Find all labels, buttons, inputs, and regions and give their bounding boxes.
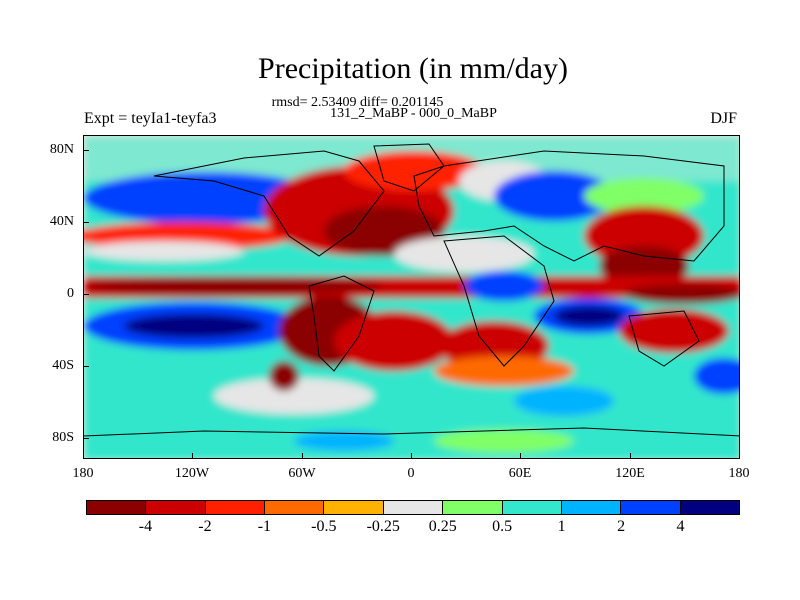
colorbar-label-0: -4: [138, 518, 153, 535]
experiment-label: Expt = teyIa1-teyfa3: [84, 110, 217, 127]
x-label-180w: 180: [72, 466, 94, 481]
map-field: [84, 136, 739, 458]
colorbar-label-2: -1: [257, 518, 272, 535]
colorbar-swatch-8: [561, 501, 622, 514]
x-tick-0: [411, 453, 412, 459]
y-label-0: 0: [67, 286, 74, 301]
x-tick-60e: [520, 453, 521, 459]
y-tick-40n: [83, 222, 89, 223]
colorbar-label-6: 0.5: [492, 518, 513, 535]
y-label-40s: 40S: [52, 358, 74, 373]
x-label-60e: 60E: [508, 466, 532, 481]
x-tick-60w: [302, 453, 303, 459]
y-tick-40s: [83, 366, 89, 367]
colorbar-swatch-3: [265, 501, 325, 514]
x-tick-120e: [630, 453, 631, 459]
colorbar-label-1: -2: [198, 518, 212, 535]
x-tick-120w: [192, 453, 193, 459]
colorbar-swatch-4: [324, 501, 384, 514]
colorbar-swatch-10: [680, 501, 739, 514]
colorbar-swatch-9: [621, 501, 681, 514]
season-label: DJF: [710, 110, 737, 127]
x-label-180e: 180: [728, 466, 750, 481]
chart-title: Precipitation (in mm/day): [258, 52, 568, 85]
x-tick-180e: [739, 453, 740, 459]
precipitation-map: [83, 135, 740, 459]
stats-line: rmsd= 2.53409 diff= 0.201145: [271, 95, 444, 110]
colorbar-label-8: 2: [617, 518, 626, 535]
colorbar-label-4: -0.25: [366, 518, 400, 535]
x-label-60w: 60W: [288, 466, 316, 481]
colorbar: [86, 500, 740, 515]
experiment-subtitle: 131_2_MaBP - 000_0_MaBP: [330, 106, 497, 121]
x-tick-180w: [83, 453, 84, 459]
colorbar-swatch-2: [205, 501, 266, 514]
colorbar-label-9: 4: [676, 518, 685, 535]
y-label-80n: 80N: [49, 142, 74, 157]
x-label-120w: 120W: [174, 466, 210, 481]
x-label-0: 0: [407, 466, 415, 481]
colorbar-swatch-7: [502, 501, 562, 514]
colorbar-swatch-0: [87, 501, 147, 514]
y-tick-80n: [83, 150, 89, 151]
y-label-80s: 80S: [52, 430, 74, 445]
y-label-40n: 40N: [49, 214, 74, 229]
y-tick-0: [83, 294, 89, 295]
y-tick-80s: [83, 438, 89, 439]
colorbar-swatch-6: [443, 501, 503, 514]
colorbar-swatch-5: [383, 501, 444, 514]
x-label-120e: 120E: [615, 466, 645, 481]
colorbar-label-7: 1: [557, 518, 566, 535]
colorbar-label-5: 0.25: [428, 518, 457, 535]
colorbar-label-3: -0.5: [311, 518, 337, 535]
colorbar-swatch-1: [146, 501, 206, 514]
